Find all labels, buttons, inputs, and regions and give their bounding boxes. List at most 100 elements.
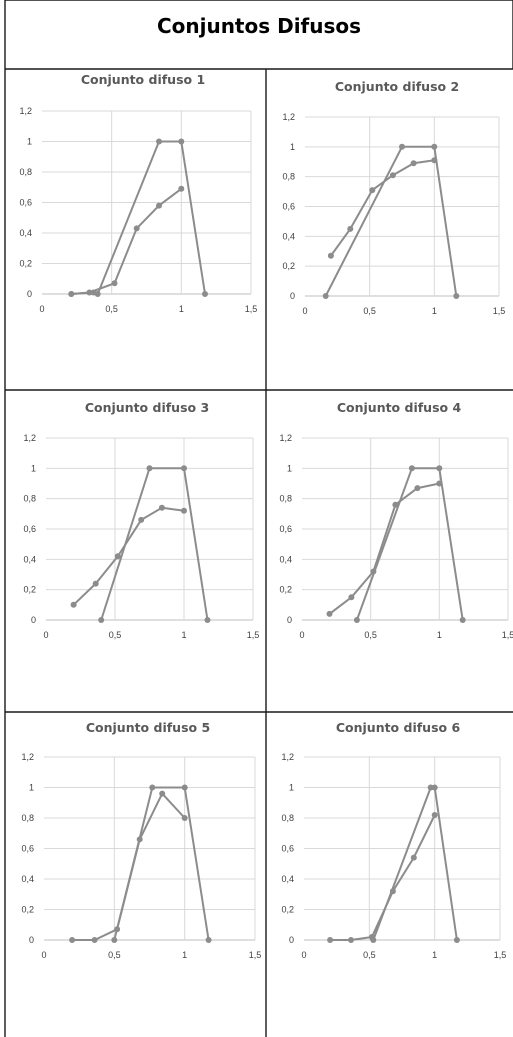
- x-tick-label: 1,5: [245, 304, 258, 314]
- y-tick-label: 0,2: [21, 905, 34, 915]
- series-1-point: [453, 293, 460, 299]
- y-tick-label: 0,6: [21, 844, 34, 854]
- chart-title: Conjunto difuso 1: [81, 72, 205, 87]
- x-tick-label: 0,5: [108, 950, 121, 960]
- chart-5: Conjunto difuso 5 0 0,2 0,4 0,6 0,8 1 1,2 0 0,5 1 1…: [21, 720, 261, 960]
- x-tick-label: 0: [43, 630, 48, 640]
- x-tick-label: 0: [41, 950, 46, 960]
- series-1-point: [204, 617, 211, 623]
- series-1-point: [205, 937, 212, 943]
- series-2-point: [92, 580, 99, 587]
- series-1-point: [459, 617, 466, 623]
- x-tick-label: 1: [432, 950, 437, 960]
- series-2-point: [91, 937, 98, 943]
- series-2-point: [414, 485, 421, 492]
- y-tick-label: 0,8: [21, 813, 34, 823]
- y-tick-label: 1: [289, 783, 294, 793]
- x-tick-label: 0: [299, 630, 304, 640]
- series-2-point: [410, 854, 417, 861]
- chart-1: Conjunto difuso 1 0 0,2 0,4 0,6 0,8 1 1,2 0 0,5 1 1…: [19, 72, 257, 314]
- series-2-point: [114, 926, 121, 933]
- x-tick-label: 0,5: [364, 630, 377, 640]
- series-2-point: [68, 291, 75, 297]
- y-tick-label: 0,2: [19, 259, 32, 269]
- series-2-point: [347, 225, 354, 232]
- y-tick-label: 0,6: [281, 844, 294, 854]
- chart-title: Conjunto difuso 4: [337, 400, 462, 415]
- series-1-point: [431, 784, 438, 791]
- y-tick-label: 0: [289, 935, 294, 945]
- y-tick-label: 1,2: [281, 752, 294, 762]
- chart-6: Conjunto difuso 6 0 0,2 0,4 0,6 0,8 1 1,2 0 0,5 1 1…: [281, 720, 506, 960]
- x-tick-label: 0,5: [105, 304, 118, 314]
- chart-title: Conjunto difuso 6: [336, 720, 461, 735]
- series-1-point: [181, 784, 188, 791]
- series-2-point: [178, 185, 185, 192]
- x-tick-label: 1: [181, 630, 186, 640]
- y-tick-label: 0: [31, 615, 36, 625]
- y-tick-label: 1,2: [23, 433, 36, 443]
- series-1-point: [156, 138, 162, 145]
- x-tick-label: 1,5: [249, 950, 262, 960]
- series-2-point: [86, 289, 93, 296]
- y-tick-label: 1,2: [19, 106, 32, 116]
- y-tick-label: 1,2: [279, 433, 292, 443]
- series-2-point: [410, 160, 417, 167]
- x-tick-label: 0,5: [109, 630, 122, 640]
- series-1-point: [353, 617, 360, 623]
- y-tick-label: 0,6: [19, 198, 32, 208]
- y-tick-label: 0: [287, 615, 292, 625]
- y-tick-label: 1: [27, 137, 32, 147]
- series-2-point: [348, 937, 354, 943]
- y-tick-label: 1: [290, 142, 295, 152]
- series-1-point: [431, 143, 438, 150]
- series-2-point: [326, 610, 333, 617]
- series-2-line: [71, 188, 182, 295]
- y-tick-label: 0,4: [279, 554, 292, 564]
- y-tick-label: 1,2: [21, 752, 34, 762]
- chart-title: Conjunto difuso 2: [335, 79, 459, 94]
- y-tick-label: 0,6: [279, 524, 292, 534]
- series-2-point: [136, 836, 143, 843]
- x-tick-label: 0,5: [363, 306, 376, 316]
- y-tick-label: 0,8: [282, 172, 295, 182]
- series-2-point: [369, 187, 376, 194]
- series-2-point: [70, 601, 77, 608]
- x-tick-label: 1,5: [494, 950, 507, 960]
- y-tick-label: 0,6: [282, 202, 295, 212]
- series-2-point: [159, 790, 166, 797]
- series-2-point: [327, 252, 334, 259]
- x-tick-label: 0,5: [363, 950, 376, 960]
- series-2-point: [389, 888, 396, 895]
- x-tick-label: 0: [39, 304, 44, 314]
- series-1-point: [98, 617, 105, 623]
- series-1-line: [100, 467, 209, 621]
- series-2-point: [392, 501, 399, 508]
- y-tick-label: 0,4: [21, 874, 34, 884]
- x-tick-label: 1: [437, 630, 442, 640]
- series-2-point: [69, 937, 76, 943]
- x-tick-label: 1,5: [247, 630, 260, 640]
- y-tick-label: 0,6: [23, 524, 36, 534]
- series-1-point: [111, 937, 118, 943]
- page-title: Conjuntos Difusos: [157, 14, 361, 38]
- y-tick-label: 1: [29, 783, 34, 793]
- y-tick-label: 0,2: [23, 585, 36, 595]
- y-tick-label: 0,8: [281, 813, 294, 823]
- series-2-line: [72, 792, 186, 941]
- x-tick-label: 1,5: [493, 306, 506, 316]
- series-2-point: [138, 516, 145, 523]
- series-1-point: [202, 291, 208, 297]
- series-1-point: [94, 291, 101, 297]
- y-tick-label: 0,2: [281, 905, 294, 915]
- chart-title: Conjunto difuso 3: [85, 400, 209, 415]
- series-1-line: [355, 467, 464, 621]
- chart-4: Conjunto difuso 4 0 0,2 0,4 0,6 0,8 1 1,2 0 0,5 1 1…: [279, 400, 513, 640]
- series-2-point: [348, 594, 355, 601]
- table-frame: [4, 0, 513, 1037]
- y-tick-label: 0,8: [19, 167, 32, 177]
- chart-3: Conjunto difuso 3 0 0,2 0,4 0,6 0,8 1 1,2 0 0,5 1 1…: [23, 400, 259, 640]
- series-2-point: [431, 812, 438, 818]
- series-1-point: [453, 937, 460, 943]
- y-tick-label: 0,4: [281, 874, 294, 884]
